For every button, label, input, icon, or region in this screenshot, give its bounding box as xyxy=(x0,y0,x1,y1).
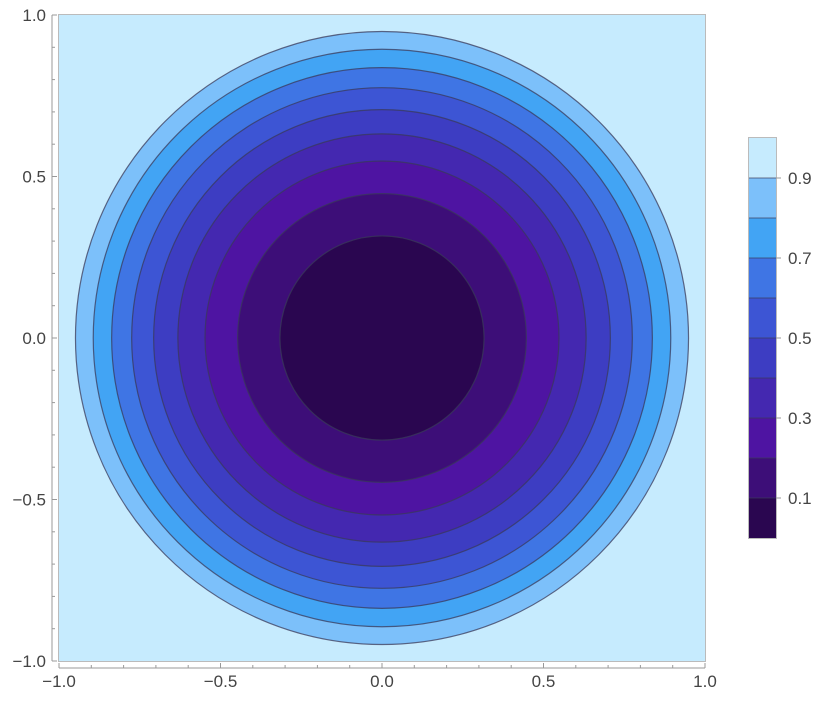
contour-line xyxy=(74,30,690,646)
y-axis: −1.0 −0.5 0.0 0.5 1.0 xyxy=(12,6,57,671)
contour-line xyxy=(237,193,527,483)
contour-line xyxy=(92,48,672,628)
legend-swatch xyxy=(749,298,776,338)
contour-line xyxy=(204,160,560,516)
legend-tick-label: 0.9 xyxy=(788,169,812,188)
x-tick-label: 0.0 xyxy=(370,672,394,691)
x-tick-label: −0.5 xyxy=(204,672,238,691)
x-tick-label: 0.5 xyxy=(532,672,556,691)
contour-line xyxy=(153,109,611,567)
y-tick-label: −0.5 xyxy=(12,491,46,510)
color-legend: 0.1 0.3 0.5 0.7 0.9 xyxy=(748,137,812,539)
y-tick-label: 0.0 xyxy=(22,329,46,348)
contour-line xyxy=(131,87,633,589)
legend-tick-label: 0.5 xyxy=(788,329,812,348)
legend-tick-label: 0.7 xyxy=(788,249,812,268)
plot-frame xyxy=(58,14,706,662)
legend-swatch xyxy=(749,338,776,378)
legend-swatch xyxy=(749,458,776,498)
legend-swatch xyxy=(749,418,776,458)
x-tick-label: −1.0 xyxy=(42,672,76,691)
contour-line xyxy=(177,133,587,543)
legend-swatch xyxy=(749,378,776,418)
legend-swatch xyxy=(749,138,776,178)
legend-swatch xyxy=(749,218,776,258)
contour-line xyxy=(279,235,485,441)
legend-tick-label: 0.1 xyxy=(788,489,812,508)
contour-band xyxy=(279,235,485,441)
y-tick-label: 0.5 xyxy=(22,168,46,187)
legend-tick-label: 0.3 xyxy=(788,409,812,428)
x-tick-label: 1.0 xyxy=(693,672,717,691)
legend-swatch xyxy=(749,498,776,538)
y-tick-label: 1.0 xyxy=(22,6,46,25)
legend-swatch xyxy=(749,258,776,298)
y-tick-label: −1.0 xyxy=(12,652,46,671)
contour-line xyxy=(111,67,653,609)
plot-area xyxy=(58,14,706,662)
x-axis: −1.0 −0.5 0.0 0.5 1.0 xyxy=(42,663,717,691)
legend-swatch xyxy=(749,178,776,218)
